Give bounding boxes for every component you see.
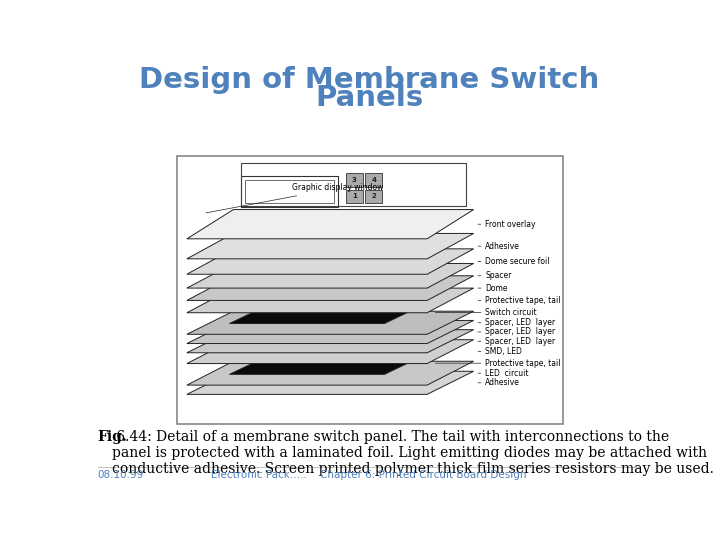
Polygon shape: [187, 330, 474, 353]
Polygon shape: [187, 372, 474, 394]
Text: Spacer: Spacer: [485, 271, 512, 280]
Text: Spacer, LED  layer: Spacer, LED layer: [485, 337, 555, 346]
Text: 08.10.99: 08.10.99: [98, 470, 144, 480]
Polygon shape: [187, 340, 474, 363]
Text: 3: 3: [352, 177, 356, 183]
Bar: [365, 190, 382, 204]
Text: Dome secure foil: Dome secure foil: [485, 257, 550, 266]
Bar: [346, 173, 363, 187]
Polygon shape: [187, 320, 474, 343]
Text: Panels: Panels: [315, 84, 423, 112]
Polygon shape: [187, 210, 474, 239]
Text: SMD, LED: SMD, LED: [485, 347, 522, 356]
Text: Fig.: Fig.: [98, 430, 127, 444]
Text: LED  circuit: LED circuit: [485, 369, 528, 377]
Polygon shape: [187, 276, 474, 300]
Bar: [365, 173, 382, 187]
Text: 1: 1: [352, 193, 356, 199]
Text: Adhesive: Adhesive: [485, 241, 520, 251]
Polygon shape: [187, 361, 474, 385]
Text: Protective tape, tail: Protective tape, tail: [485, 296, 561, 305]
Polygon shape: [230, 352, 431, 374]
Text: Adhesive: Adhesive: [485, 379, 520, 387]
Polygon shape: [230, 301, 431, 323]
Bar: [346, 190, 363, 204]
Text: 6.44: Detail of a membrane switch panel. The tail with interconnections to the
p: 6.44: Detail of a membrane switch panel.…: [112, 430, 714, 476]
Text: Graphic display window: Graphic display window: [206, 184, 384, 213]
Text: Electronic Pack…..    Chapter 6: Printed Circuit Board Design: Electronic Pack….. Chapter 6: Printed Ci…: [211, 470, 527, 480]
Polygon shape: [187, 264, 474, 288]
Bar: [177, 157, 563, 424]
Text: Protective tape, tail: Protective tape, tail: [485, 359, 561, 368]
Polygon shape: [187, 249, 474, 274]
Polygon shape: [187, 311, 474, 334]
Polygon shape: [187, 288, 474, 313]
Text: Spacer, LED  layer: Spacer, LED layer: [485, 318, 555, 327]
Text: Dome: Dome: [485, 284, 508, 293]
Text: Front overlay: Front overlay: [485, 220, 536, 229]
Text: 2: 2: [372, 193, 376, 199]
Text: Switch circuit: Switch circuit: [485, 308, 537, 317]
Text: 4: 4: [371, 177, 376, 183]
Text: Spacer, LED  layer: Spacer, LED layer: [485, 327, 555, 336]
Polygon shape: [187, 233, 474, 259]
Text: Design of Membrane Switch: Design of Membrane Switch: [139, 66, 599, 94]
